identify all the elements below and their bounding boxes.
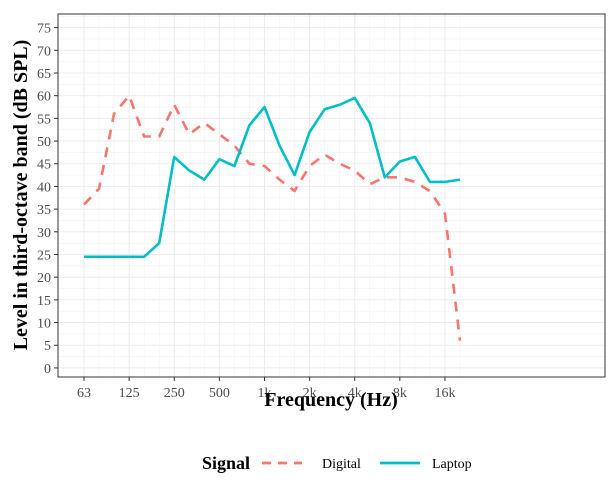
y-tick-label: 40 bbox=[37, 180, 51, 195]
y-tick-label: 25 bbox=[37, 248, 51, 263]
y-tick-label: 70 bbox=[37, 44, 51, 59]
x-tick-label: 250 bbox=[164, 386, 185, 401]
x-tick-label: 2k bbox=[303, 386, 317, 401]
y-axis-title: Level in third-octave band (dB SPL) bbox=[10, 40, 32, 351]
y-tick-label: 10 bbox=[37, 317, 51, 332]
y-tick-label: 30 bbox=[37, 226, 51, 241]
x-axis-ticks: 63 125 250 500 1k 2k 4k 8k 16k bbox=[77, 377, 455, 401]
y-tick-label: 20 bbox=[37, 271, 51, 286]
legend-label-laptop: Laptop bbox=[432, 457, 472, 472]
x-tick-label: 125 bbox=[119, 386, 140, 401]
series-line-laptop bbox=[84, 96, 461, 259]
legend-label-digital: Digital bbox=[322, 457, 361, 472]
x-tick-label: 63 bbox=[77, 386, 91, 401]
y-tick-label: 55 bbox=[37, 112, 51, 127]
y-tick-label: 65 bbox=[37, 67, 51, 82]
series-line-digital bbox=[83, 94, 462, 341]
y-tick-label: 0 bbox=[44, 362, 51, 377]
legend: Signal Digital Laptop bbox=[202, 453, 472, 473]
x-tick-label: 1k bbox=[257, 386, 271, 401]
y-tick-label: 5 bbox=[44, 339, 51, 354]
grid-lines bbox=[58, 14, 605, 377]
y-axis-ticks: 0 5 10 15 20 25 30 35 40 45 50 55 60 65 70 75 bbox=[37, 22, 58, 377]
y-tick-label: 35 bbox=[37, 203, 51, 218]
x-axis-title: Frequency (Hz) bbox=[264, 389, 398, 411]
y-tick-label: 45 bbox=[37, 158, 51, 173]
x-tick-label: 4k bbox=[348, 386, 362, 401]
legend-title: Signal bbox=[202, 453, 250, 473]
y-tick-label: 75 bbox=[37, 22, 51, 37]
y-tick-label: 50 bbox=[37, 135, 51, 150]
plot-panel-border bbox=[57, 13, 606, 378]
y-tick-label: 15 bbox=[37, 294, 51, 309]
x-tick-label: 16k bbox=[434, 386, 455, 401]
x-tick-label: 500 bbox=[209, 386, 230, 401]
x-tick-label: 8k bbox=[393, 386, 407, 401]
y-tick-label: 60 bbox=[37, 90, 51, 105]
series-lines bbox=[83, 94, 462, 341]
